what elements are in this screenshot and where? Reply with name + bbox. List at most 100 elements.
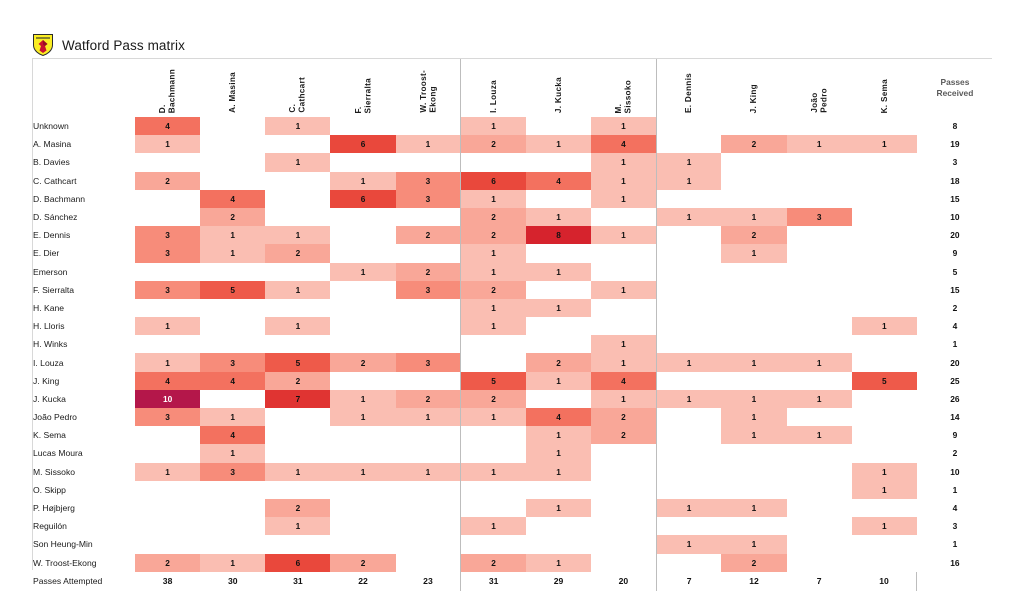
heatmap-cell[interactable] (135, 335, 201, 354)
heatmap-cell[interactable]: 1 (525, 207, 592, 227)
heatmap-cell[interactable] (525, 153, 592, 172)
heatmap-cell[interactable] (395, 335, 461, 354)
heatmap-cell[interactable] (135, 444, 201, 463)
row-label-k-sema[interactable]: K. Sema (33, 426, 135, 445)
heatmap-cell[interactable] (851, 444, 917, 463)
heatmap-cell[interactable] (460, 498, 526, 518)
heatmap-cell[interactable] (786, 553, 852, 572)
heatmap-cell[interactable] (851, 262, 917, 281)
heatmap-cell[interactable] (200, 480, 266, 499)
heatmap-cell[interactable]: 1 (786, 389, 852, 408)
heatmap-cell[interactable] (200, 153, 266, 172)
heatmap-cell[interactable] (135, 262, 201, 281)
heatmap-cell[interactable] (655, 280, 722, 299)
heatmap-cell[interactable]: 1 (135, 462, 201, 481)
column-header-w-troost-ekong[interactable]: W. Troost- Ekong (395, 59, 461, 117)
heatmap-cell[interactable]: 10 (135, 389, 201, 408)
heatmap-cell[interactable]: 1 (786, 353, 852, 372)
row-label-b-davies[interactable]: B. Davies (33, 153, 135, 172)
heatmap-cell[interactable] (395, 480, 461, 499)
heatmap-cell[interactable] (265, 298, 331, 318)
heatmap-cell[interactable] (395, 244, 461, 263)
heatmap-cell[interactable]: 2 (721, 135, 787, 154)
heatmap-cell[interactable]: 1 (721, 408, 787, 427)
row-label-i-louza[interactable]: I. Louza (33, 353, 135, 372)
heatmap-cell[interactable] (395, 426, 461, 445)
heatmap-cell[interactable]: 1 (851, 517, 917, 536)
heatmap-cell[interactable]: 1 (460, 244, 526, 263)
heatmap-cell[interactable]: 4 (200, 426, 266, 445)
heatmap-cell[interactable] (851, 153, 917, 172)
heatmap-cell[interactable] (395, 444, 461, 463)
row-label-p-h-jbjerg[interactable]: P. Højbjerg (33, 498, 135, 518)
heatmap-cell[interactable]: 1 (395, 408, 461, 427)
heatmap-cell[interactable] (786, 226, 852, 245)
heatmap-cell[interactable] (135, 207, 201, 227)
heatmap-cell[interactable]: 1 (265, 226, 331, 245)
heatmap-cell[interactable] (851, 498, 917, 518)
heatmap-cell[interactable] (265, 535, 331, 554)
heatmap-cell[interactable] (721, 280, 787, 299)
heatmap-cell[interactable]: 4 (135, 117, 201, 136)
row-label-h-lloris[interactable]: H. Lloris (33, 317, 135, 336)
heatmap-cell[interactable] (721, 262, 787, 281)
heatmap-cell[interactable] (591, 480, 657, 499)
heatmap-cell[interactable]: 6 (330, 135, 396, 154)
heatmap-cell[interactable]: 3 (395, 280, 461, 299)
heatmap-cell[interactable] (460, 353, 526, 372)
heatmap-cell[interactable]: 2 (265, 244, 331, 263)
heatmap-cell[interactable] (851, 226, 917, 245)
heatmap-cell[interactable] (330, 280, 396, 299)
heatmap-cell[interactable] (330, 426, 396, 445)
heatmap-cell[interactable] (200, 517, 266, 536)
heatmap-cell[interactable] (851, 171, 917, 190)
heatmap-cell[interactable]: 1 (200, 444, 266, 463)
heatmap-cell[interactable] (655, 135, 722, 154)
heatmap-cell[interactable]: 1 (460, 117, 526, 136)
heatmap-cell[interactable] (655, 317, 722, 336)
heatmap-cell[interactable] (786, 171, 852, 190)
heatmap-cell[interactable]: 1 (525, 135, 592, 154)
heatmap-cell[interactable] (786, 244, 852, 263)
heatmap-cell[interactable]: 1 (525, 462, 592, 481)
heatmap-cell[interactable]: 1 (591, 280, 657, 299)
heatmap-cell[interactable]: 1 (655, 153, 722, 172)
heatmap-cell[interactable]: 1 (135, 135, 201, 154)
heatmap-cell[interactable]: 1 (655, 353, 722, 372)
column-header-i-louza[interactable]: I. Louza (460, 59, 526, 117)
heatmap-cell[interactable] (265, 444, 331, 463)
heatmap-cell[interactable] (460, 153, 526, 172)
heatmap-cell[interactable] (786, 408, 852, 427)
heatmap-cell[interactable] (265, 262, 331, 281)
heatmap-cell[interactable] (655, 298, 722, 318)
column-header-j-king[interactable]: J. King (721, 59, 787, 117)
heatmap-cell[interactable]: 1 (591, 117, 657, 136)
heatmap-cell[interactable] (525, 317, 592, 336)
heatmap-cell[interactable]: 1 (721, 353, 787, 372)
heatmap-cell[interactable] (265, 335, 331, 354)
heatmap-cell[interactable] (330, 244, 396, 263)
heatmap-cell[interactable] (655, 426, 722, 445)
heatmap-cell[interactable] (786, 298, 852, 318)
heatmap-cell[interactable]: 4 (525, 408, 592, 427)
heatmap-cell[interactable] (591, 298, 657, 318)
heatmap-cell[interactable] (786, 444, 852, 463)
heatmap-cell[interactable]: 1 (591, 226, 657, 245)
heatmap-cell[interactable] (721, 517, 787, 536)
heatmap-cell[interactable] (330, 153, 396, 172)
heatmap-cell[interactable] (525, 280, 592, 299)
heatmap-cell[interactable]: 7 (265, 389, 331, 408)
heatmap-cell[interactable]: 2 (395, 226, 461, 245)
heatmap-cell[interactable] (135, 153, 201, 172)
heatmap-cell[interactable] (655, 553, 722, 572)
heatmap-cell[interactable] (200, 389, 266, 408)
heatmap-cell[interactable] (395, 371, 461, 390)
heatmap-cell[interactable] (851, 426, 917, 445)
heatmap-cell[interactable]: 1 (330, 462, 396, 481)
heatmap-cell[interactable] (265, 189, 331, 208)
heatmap-cell[interactable] (786, 117, 852, 136)
heatmap-cell[interactable]: 8 (525, 226, 592, 245)
heatmap-cell[interactable] (721, 371, 787, 390)
heatmap-cell[interactable]: 2 (721, 553, 787, 572)
heatmap-cell[interactable]: 4 (200, 371, 266, 390)
